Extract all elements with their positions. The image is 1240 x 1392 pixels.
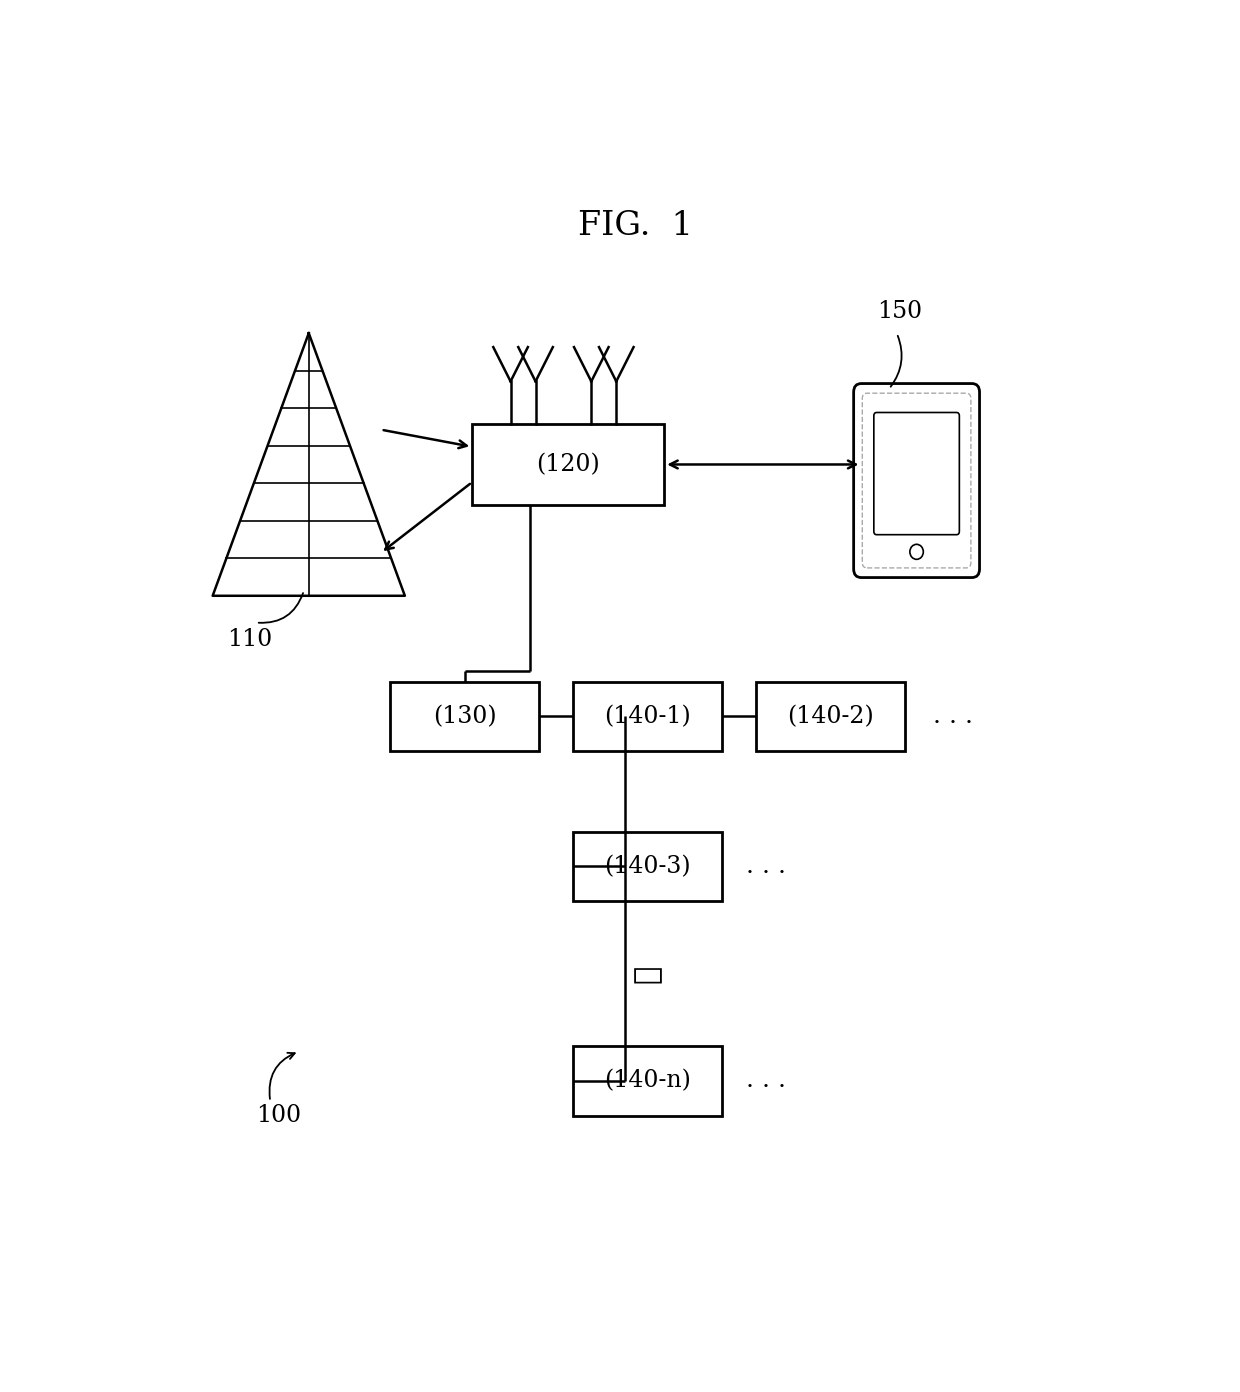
Text: (130): (130) <box>433 704 497 728</box>
FancyBboxPatch shape <box>472 425 665 505</box>
Text: 150: 150 <box>878 301 923 323</box>
Circle shape <box>910 544 924 560</box>
FancyBboxPatch shape <box>573 682 722 752</box>
FancyBboxPatch shape <box>573 831 722 901</box>
FancyBboxPatch shape <box>391 682 539 752</box>
Text: . . .: . . . <box>746 1069 786 1093</box>
Text: 110: 110 <box>227 628 273 651</box>
Text: . . .: . . . <box>746 855 786 878</box>
Text: (140-2): (140-2) <box>786 704 873 728</box>
FancyBboxPatch shape <box>755 682 905 752</box>
Text: (120): (120) <box>537 452 600 476</box>
Text: 100: 100 <box>255 1104 301 1128</box>
FancyBboxPatch shape <box>874 412 960 535</box>
Text: (140-3): (140-3) <box>604 855 691 878</box>
Text: (140-1): (140-1) <box>604 704 691 728</box>
Text: FIG.  1: FIG. 1 <box>578 210 693 242</box>
FancyBboxPatch shape <box>853 384 980 578</box>
FancyBboxPatch shape <box>573 1045 722 1115</box>
Text: ⋯: ⋯ <box>632 965 663 983</box>
Text: (140-n): (140-n) <box>604 1069 691 1093</box>
Text: . . .: . . . <box>934 704 973 728</box>
